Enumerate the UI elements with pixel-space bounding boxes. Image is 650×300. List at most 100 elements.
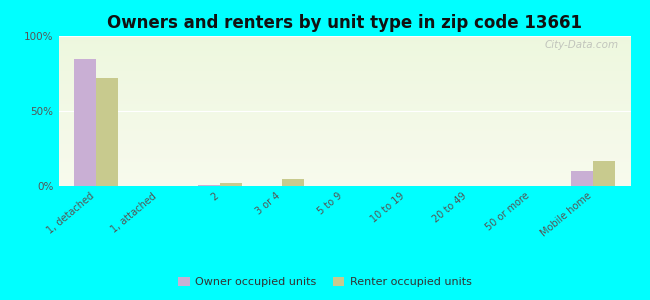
Bar [58, 141, 630, 142]
Bar [58, 40, 630, 42]
Bar [58, 160, 630, 162]
Bar [58, 182, 630, 183]
Bar [58, 112, 630, 114]
Bar [58, 153, 630, 154]
Bar [58, 87, 630, 88]
Bar [58, 171, 630, 172]
Bar [58, 159, 630, 160]
Bar [58, 99, 630, 100]
Bar [58, 58, 630, 60]
Bar [58, 46, 630, 48]
Bar [58, 102, 630, 104]
Bar [282, 178, 304, 186]
Bar [58, 88, 630, 90]
Bar [58, 114, 630, 116]
Bar [58, 93, 630, 94]
Bar [58, 116, 630, 117]
Bar [58, 69, 630, 70]
Bar [58, 174, 630, 176]
Bar [58, 42, 630, 44]
Bar [58, 128, 630, 129]
Title: Owners and renters by unit type in zip code 13661: Owners and renters by unit type in zip c… [107, 14, 582, 32]
Bar [58, 90, 630, 92]
Bar [58, 54, 630, 56]
Bar [58, 180, 630, 182]
Bar [58, 66, 630, 68]
Bar [58, 80, 630, 81]
Bar [58, 129, 630, 130]
Bar [58, 148, 630, 150]
Bar [58, 172, 630, 174]
Bar [58, 130, 630, 132]
Bar [571, 171, 593, 186]
Bar [58, 117, 630, 118]
Bar [58, 118, 630, 120]
Bar [58, 84, 630, 86]
Bar [58, 103, 630, 105]
Bar [58, 39, 630, 40]
Bar [58, 177, 630, 178]
Bar [58, 45, 630, 46]
Bar [58, 150, 630, 152]
Bar [58, 142, 630, 144]
Bar [58, 167, 630, 168]
Bar [58, 152, 630, 153]
Bar [58, 48, 630, 50]
Bar [58, 85, 630, 87]
Bar [58, 61, 630, 63]
Bar [58, 156, 630, 158]
Bar [58, 158, 630, 159]
Bar [96, 78, 118, 186]
Bar [58, 168, 630, 170]
Bar [220, 183, 242, 186]
Bar [58, 70, 630, 72]
Bar [58, 111, 630, 112]
Bar [58, 38, 630, 39]
Bar [58, 60, 630, 61]
Bar [74, 58, 96, 186]
Bar [58, 92, 630, 93]
Bar [58, 154, 630, 156]
Bar [58, 122, 630, 123]
Bar [58, 56, 630, 57]
Bar [58, 184, 630, 186]
Bar [58, 144, 630, 146]
Bar [58, 94, 630, 96]
Bar [58, 63, 630, 64]
Bar [58, 78, 630, 80]
Bar [58, 68, 630, 69]
Bar [58, 75, 630, 76]
Bar [58, 134, 630, 135]
Bar [58, 74, 630, 75]
Bar [58, 76, 630, 78]
Bar [58, 126, 630, 128]
Bar [58, 183, 630, 184]
Bar [58, 178, 630, 180]
Bar [58, 51, 630, 52]
Bar [58, 138, 630, 140]
Bar [58, 96, 630, 98]
Text: City-Data.com: City-Data.com [545, 40, 619, 50]
Bar [58, 98, 630, 99]
Bar [58, 136, 630, 138]
Bar [58, 36, 630, 38]
Bar [58, 124, 630, 126]
Legend: Owner occupied units, Renter occupied units: Owner occupied units, Renter occupied un… [174, 272, 476, 291]
Bar [58, 82, 630, 84]
Bar [58, 147, 630, 148]
Bar [58, 165, 630, 166]
Bar [593, 160, 615, 186]
Bar [58, 108, 630, 110]
Bar [58, 164, 630, 165]
Bar [58, 140, 630, 141]
Bar [58, 132, 630, 134]
Bar [58, 162, 630, 164]
Bar [58, 64, 630, 66]
Bar [58, 110, 630, 111]
Bar [58, 120, 630, 122]
Bar [58, 135, 630, 136]
Bar [58, 52, 630, 54]
Bar [198, 184, 220, 186]
Bar [58, 44, 630, 45]
Bar [58, 176, 630, 177]
